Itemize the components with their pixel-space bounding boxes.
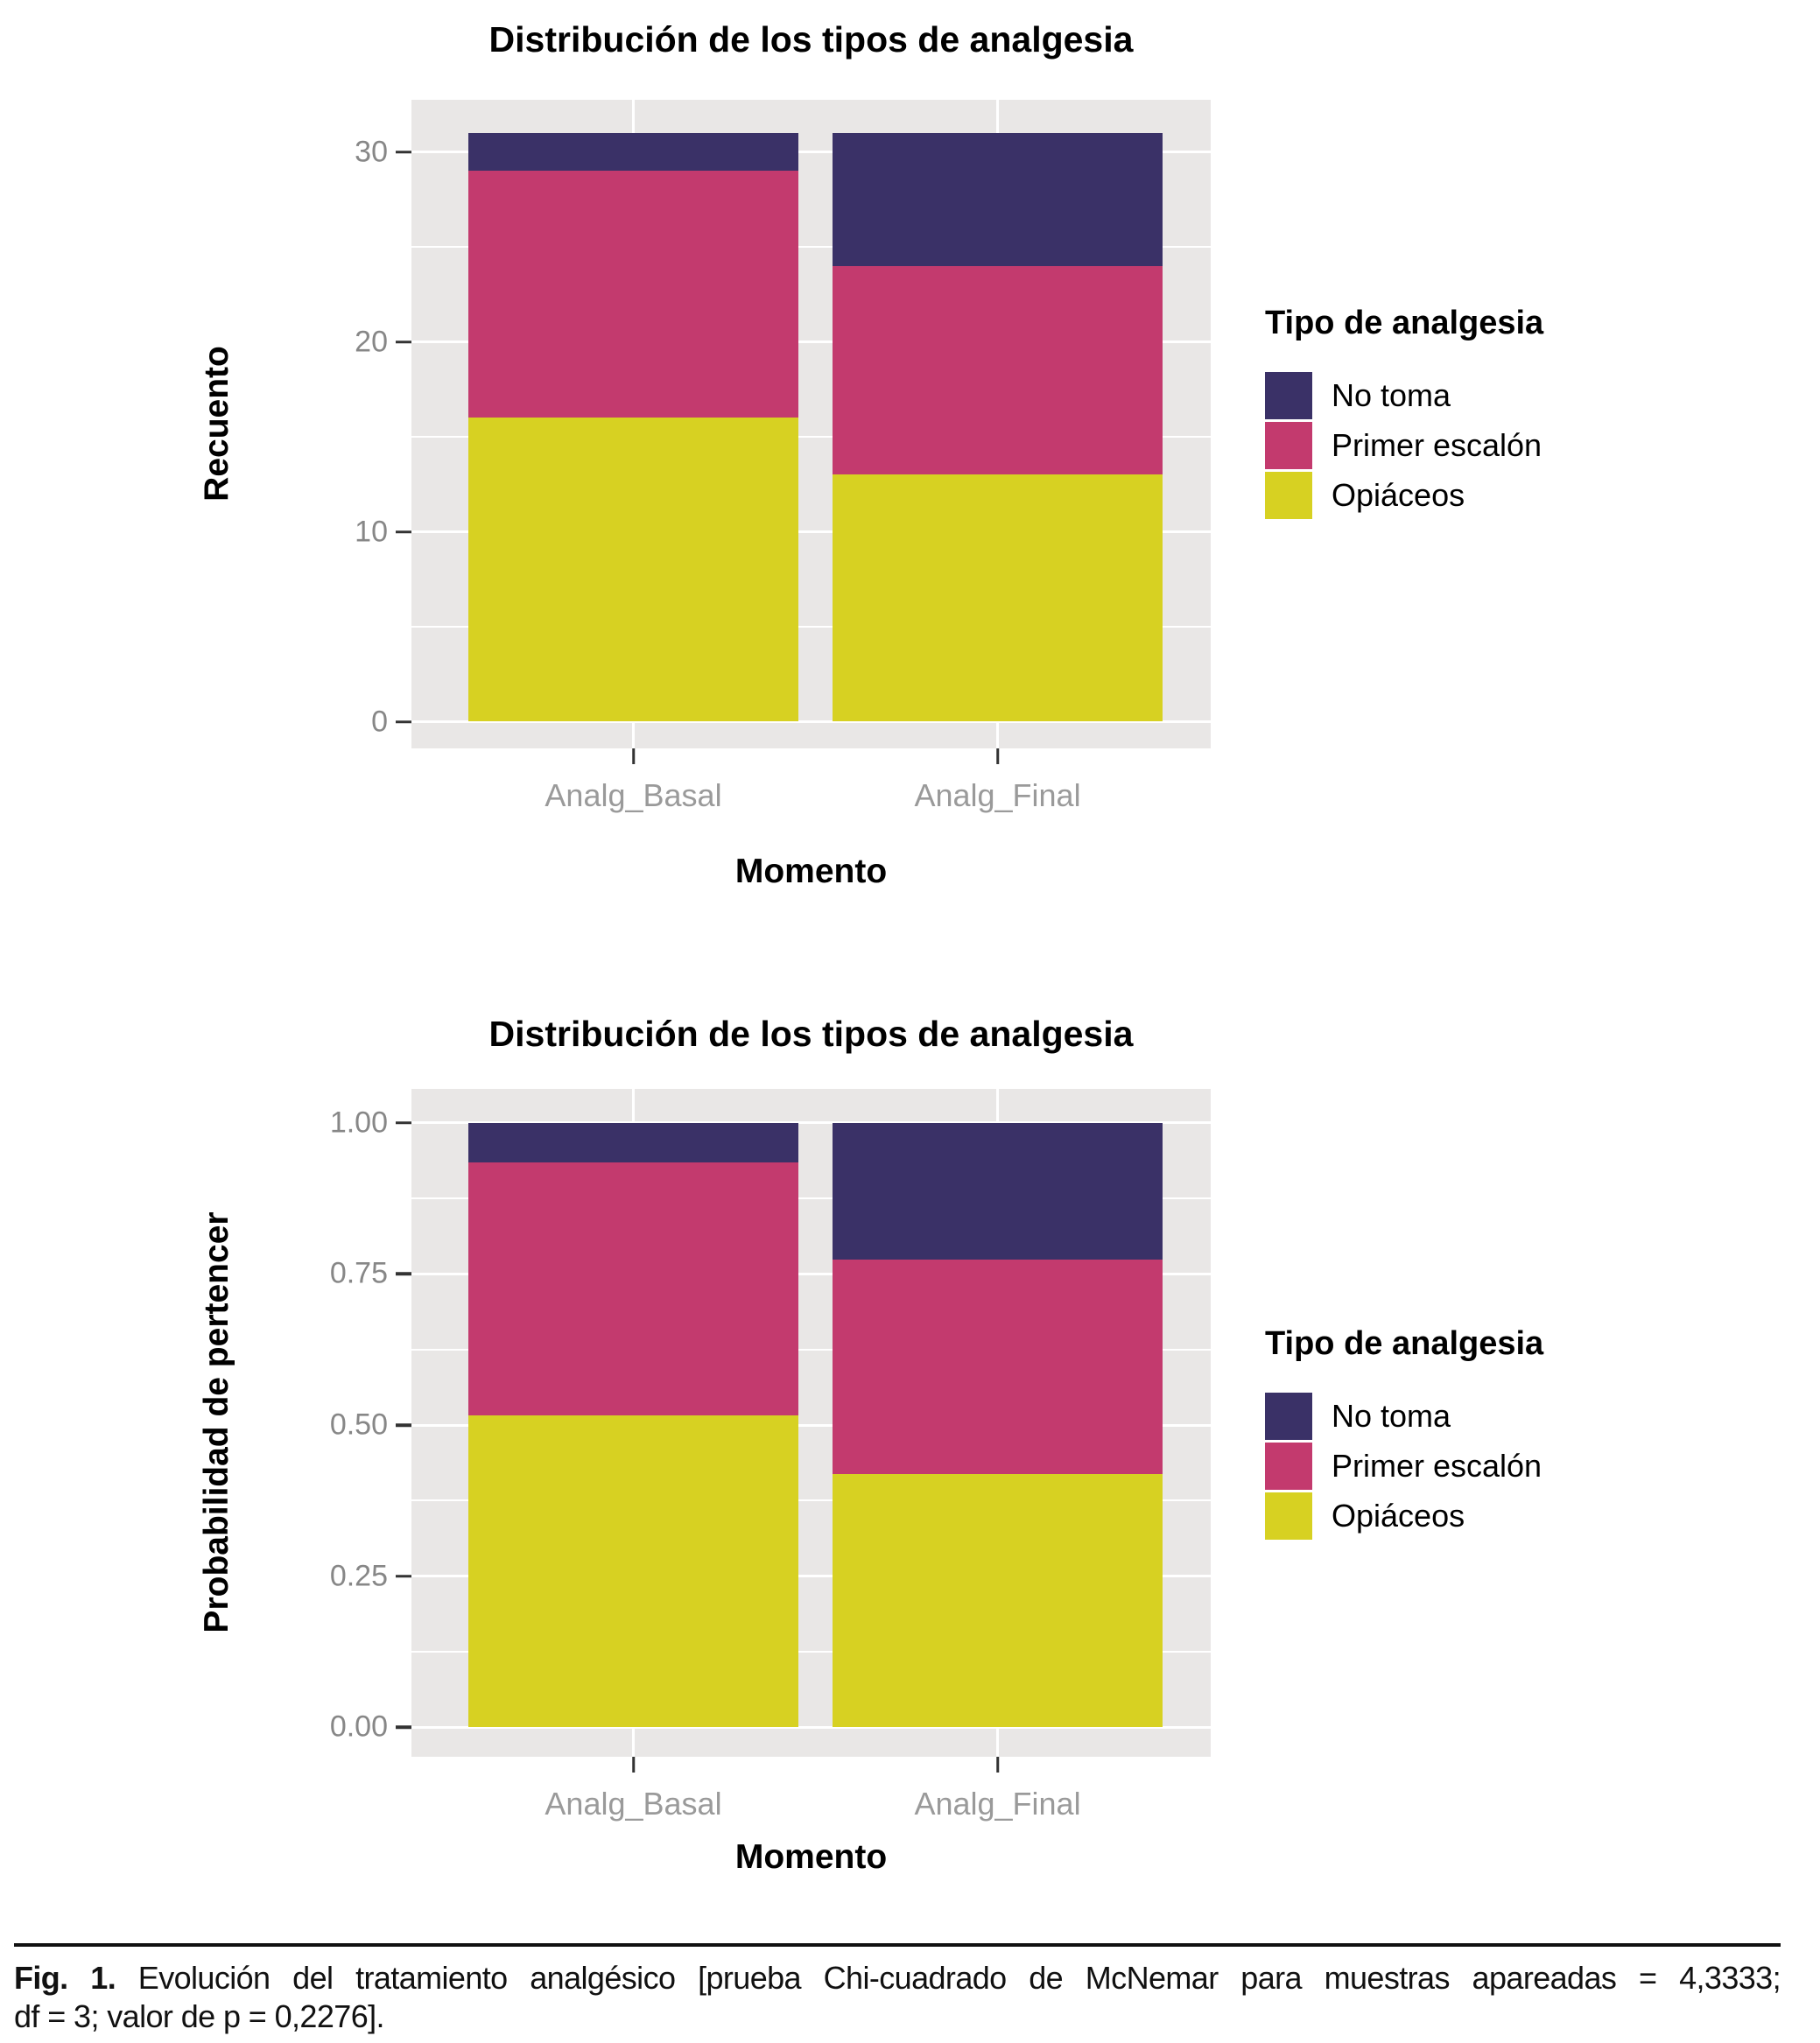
chart-title: Distribución de los tipos de analgesia (488, 1014, 1134, 1054)
legend-swatch-opiaceos (1265, 1492, 1312, 1540)
legend-item-label: No toma (1332, 1398, 1451, 1434)
figure-number: Fig. 1. (14, 1960, 116, 1996)
gridline-major (411, 151, 1211, 153)
x-tick-label-analg_basal: Analg_Basal (545, 777, 722, 813)
caption-divider (14, 1943, 1781, 1947)
caption-text: Evolución del tratamiento analgésico [pr… (137, 1960, 1781, 1996)
y-axis-title: Probabilidad de pertencer (198, 1211, 235, 1633)
y-tick-label: 20 (355, 325, 388, 358)
legend-item-opiaceos: Opiáceos (1265, 472, 1543, 519)
gridline-vertical (632, 1089, 635, 1757)
plot-panel (411, 1089, 1211, 1757)
x-tick-label-analg_final: Analg_Final (914, 1786, 1081, 1822)
x-tick-mark (631, 1757, 636, 1773)
gridline-minor (411, 1499, 1211, 1502)
y-tick-label: 0.25 (329, 1559, 388, 1593)
gridline-minor (411, 246, 1211, 248)
bar-segment-analg_final-no-toma (833, 1122, 1163, 1260)
x-axis-title: Momento (734, 853, 888, 890)
legend-item-label: Primer escalón (1332, 427, 1542, 463)
gridline-major (411, 1272, 1211, 1275)
gridline-minor (411, 1197, 1211, 1199)
legend-item-no-toma: No toma (1265, 1393, 1543, 1440)
gridline-minor (411, 1651, 1211, 1653)
legend-swatch-opiaceos (1265, 472, 1312, 519)
gridline-minor (411, 1348, 1211, 1351)
gridline-major (411, 1575, 1211, 1578)
gridline-vertical (632, 100, 635, 748)
y-tick-label: 0.75 (329, 1256, 388, 1290)
y-tick-mark (396, 150, 411, 154)
y-tick-mark (396, 1423, 411, 1427)
gridline-minor (411, 626, 1211, 628)
gridline-major (411, 720, 1211, 723)
x-axis-title: Momento (734, 1838, 888, 1876)
legend-item-label: Opiáceos (1332, 1498, 1465, 1534)
caption-line-2: df = 3; valor de p = 0,2276]. (14, 1998, 385, 2034)
bar-segment-analg_basal-no-toma (468, 1122, 798, 1162)
y-tick-mark (396, 1272, 411, 1276)
figure-caption: Fig. 1. Evolución del tratamiento analgé… (14, 1959, 1781, 2036)
y-tick-mark (396, 530, 411, 534)
gridline-major (411, 1423, 1211, 1427)
gridline-vertical (996, 100, 999, 748)
x-tick-mark (995, 748, 1000, 764)
legend-item-label: Primer escalón (1332, 1448, 1542, 1484)
bar-segment-analg_final-primer-escalón (833, 1259, 1163, 1474)
legend-swatch-no-toma (1265, 1393, 1312, 1440)
y-tick-mark (396, 1120, 411, 1125)
y-tick-label: 0.50 (329, 1408, 388, 1442)
gridline-major (411, 1121, 1211, 1125)
legend-swatch-primer-escalon (1265, 422, 1312, 469)
legend-item-label: Opiáceos (1332, 477, 1465, 513)
y-tick-label: 30 (355, 135, 388, 168)
gridline-major (411, 530, 1211, 533)
legend-item-primer-escalon: Primer escalón (1265, 1443, 1543, 1490)
legend-item-opiaceos: Opiáceos (1265, 1492, 1543, 1540)
x-tick-label-analg_basal: Analg_Basal (545, 1786, 722, 1822)
bar-segment-analg_final-opiáceos (833, 1473, 1163, 1728)
gridline-major (411, 1725, 1211, 1729)
y-tick-mark (396, 720, 411, 724)
gridline-major (411, 340, 1211, 343)
y-tick-mark (396, 1725, 411, 1730)
legend-item-no-toma: No toma (1265, 372, 1543, 419)
gridline-vertical (996, 1089, 999, 1757)
y-tick-label: 0.00 (329, 1710, 388, 1744)
legend-item-label: No toma (1332, 377, 1451, 413)
bar-segment-analg_final-no-toma (833, 132, 1163, 266)
chart-title: Distribución de los tipos de analgesia (488, 19, 1134, 60)
legend: Tipo de analgesia No toma Primer escalón… (1265, 1325, 1543, 1542)
y-tick-label: 0 (371, 705, 388, 738)
y-tick-label: 1.00 (329, 1106, 388, 1140)
bar-segment-analg_final-opiáceos (833, 474, 1163, 722)
y-tick-mark (396, 1574, 411, 1578)
legend-items: No toma Primer escalón Opiáceos (1265, 372, 1543, 522)
bar-segment-analg_basal-no-toma (468, 132, 798, 172)
gridline-minor (411, 436, 1211, 438)
y-axis-title: Recuento (198, 346, 235, 502)
x-tick-mark (631, 748, 636, 764)
legend-title: Tipo de analgesia (1265, 305, 1544, 341)
bar-segment-analg_basal-opiáceos (468, 1415, 798, 1728)
x-tick-mark (995, 1757, 1000, 1773)
legend-swatch-no-toma (1265, 372, 1312, 419)
y-tick-mark (396, 340, 411, 344)
bar-segment-analg_basal-primer-escalón (468, 1162, 798, 1415)
y-tick-label: 10 (355, 515, 388, 548)
legend: Tipo de analgesia No toma Primer escalón… (1265, 305, 1543, 522)
bar-segment-analg_basal-primer-escalón (468, 171, 798, 418)
legend-item-primer-escalon: Primer escalón (1265, 422, 1543, 469)
caption-line-1: Fig. 1. Evolución del tratamiento analgé… (14, 1959, 1781, 1997)
legend-items: No toma Primer escalón Opiáceos (1265, 1393, 1543, 1542)
bar-segment-analg_basal-opiáceos (468, 418, 798, 722)
legend-swatch-primer-escalon (1265, 1443, 1312, 1490)
plot-panel (411, 100, 1211, 748)
legend-title: Tipo de analgesia (1265, 1325, 1544, 1362)
x-tick-label-analg_final: Analg_Final (914, 777, 1081, 813)
bar-segment-analg_final-primer-escalón (833, 265, 1163, 475)
